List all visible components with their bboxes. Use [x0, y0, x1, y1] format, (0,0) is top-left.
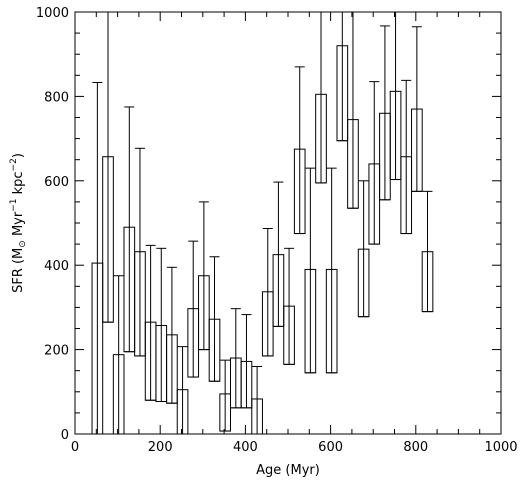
- axis-ticks: [74, 11, 502, 435]
- y-tick-labels: 0 200 400 600 800 1000: [36, 6, 69, 443]
- y-axis-label: SFR (M⊙ Myr−1 kpc−2): [9, 153, 28, 293]
- y-tick-label: 600: [44, 175, 69, 190]
- y-tick-label: 400: [44, 259, 69, 274]
- x-tick-label: 600: [318, 440, 343, 455]
- y-tick-label: 0: [61, 428, 69, 443]
- x-tick-label: 800: [403, 440, 428, 455]
- plot-frame: [74, 11, 502, 435]
- sfr-histogram: [91, 45, 434, 435]
- x-tick-label: 1000: [484, 440, 517, 455]
- y-tick-label: 1000: [36, 6, 69, 21]
- x-tick-label: 200: [148, 440, 173, 455]
- y-tick-label: 800: [44, 90, 69, 105]
- x-tick-label: 0: [71, 440, 79, 455]
- x-tick-label: 400: [233, 440, 258, 455]
- y-tick-label: 200: [44, 344, 69, 359]
- error-bars: [92, 11, 433, 435]
- x-tick-labels: 0 200 400 600 800 1000: [71, 440, 518, 455]
- x-axis-label: Age (Myr): [256, 463, 320, 478]
